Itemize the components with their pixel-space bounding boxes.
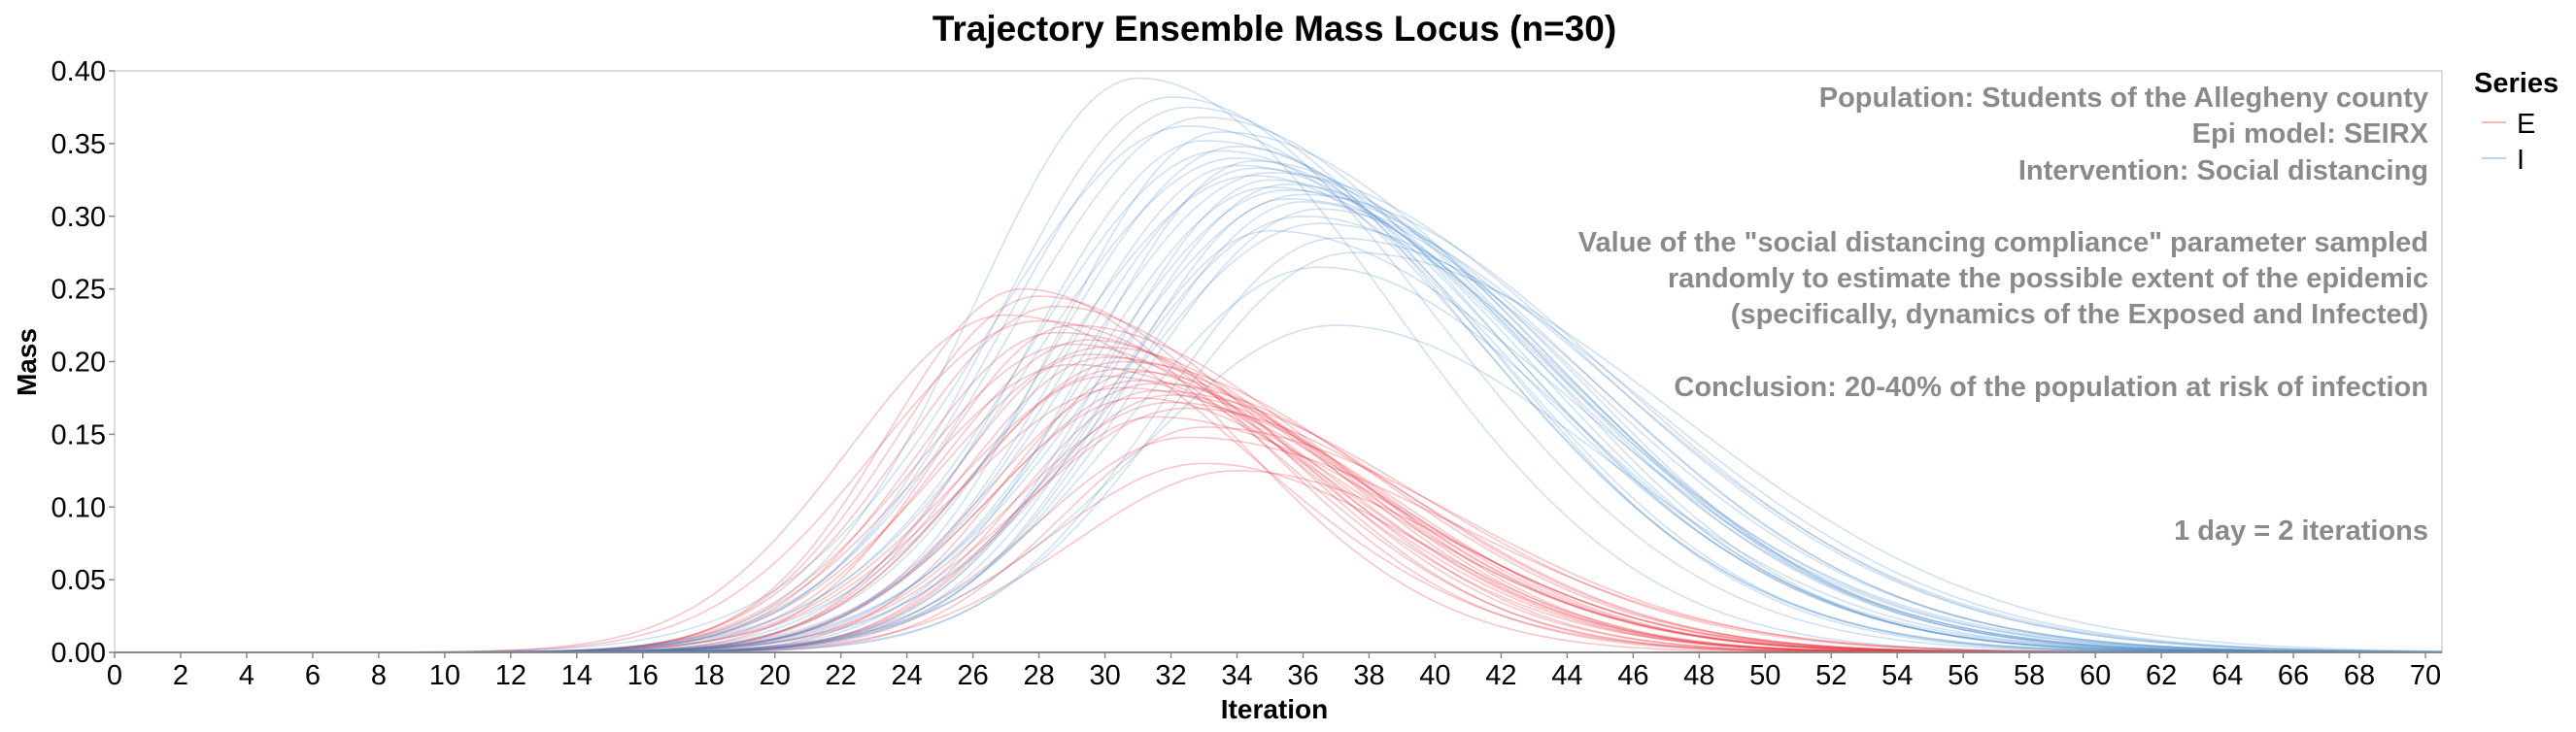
x-tick-label: 58 <box>2014 660 2045 691</box>
x-tick-label: 2 <box>173 660 188 691</box>
x-tick-label: 4 <box>239 660 254 691</box>
series-i-trajectory <box>115 125 2442 653</box>
x-tick-label: 22 <box>826 660 857 691</box>
x-tick-label: 64 <box>2212 660 2243 691</box>
x-tick-label: 18 <box>694 660 725 691</box>
x-tick-label: 20 <box>760 660 791 691</box>
y-tick-label: 0.15 <box>51 419 106 450</box>
x-tick-label: 40 <box>1419 660 1450 691</box>
annotation-parameter-line-2: randomly to estimate the possible extent… <box>1668 263 2428 294</box>
x-tick-label: 42 <box>1485 660 1516 691</box>
x-tick-label: 26 <box>957 660 988 691</box>
x-tick-label: 6 <box>305 660 321 691</box>
annotation-block: Population: Students of the Allegheny co… <box>1578 83 2429 547</box>
y-tick-label: 0.40 <box>51 56 106 87</box>
x-tick-label: 68 <box>2344 660 2375 691</box>
y-axis-label: Mass <box>12 328 42 396</box>
x-tick-label: 44 <box>1551 660 1582 691</box>
legend-label-i: I <box>2517 145 2525 176</box>
x-tick-label: 0 <box>107 660 122 691</box>
annotation-population: Population: Students of the Allegheny co… <box>1819 83 2428 114</box>
legend-entry-e: E <box>2482 109 2535 140</box>
y-tick-label: 0.05 <box>51 565 106 596</box>
x-tick-label: 28 <box>1023 660 1054 691</box>
x-tick-label: 32 <box>1155 660 1186 691</box>
annotation-conclusion: Conclusion: 20-40% of the population at … <box>1674 372 2428 403</box>
x-tick-label: 34 <box>1221 660 1252 691</box>
chart-title: Trajectory Ensemble Mass Locus (n=30) <box>932 9 1616 49</box>
plot-frame <box>114 70 2443 653</box>
x-tick-label: 48 <box>1683 660 1714 691</box>
x-tick-label: 62 <box>2146 660 2177 691</box>
x-tick-label: 60 <box>2080 660 2111 691</box>
plot-area <box>114 70 2443 653</box>
x-tick-label: 54 <box>1881 660 1913 691</box>
annotation-iterations: 1 day = 2 iterations <box>2174 516 2428 547</box>
x-tick-label: 56 <box>1948 660 1979 691</box>
x-tick-label: 50 <box>1749 660 1780 691</box>
x-tick-label: 70 <box>2410 660 2441 691</box>
y-tick-label: 0.20 <box>51 348 106 379</box>
legend: Series E I <box>2474 68 2559 176</box>
y-tick-label: 0.25 <box>51 275 106 306</box>
x-tick-label: 24 <box>892 660 923 691</box>
x-tick-label: 38 <box>1353 660 1384 691</box>
x-tick-label: 8 <box>371 660 387 691</box>
annotation-epi-model: Epi model: SEIRX <box>2192 118 2429 150</box>
x-tick-label: 12 <box>495 660 526 691</box>
x-tick-label: 36 <box>1287 660 1318 691</box>
y-tick-label: 0.30 <box>51 202 106 233</box>
y-tick-label: 0.00 <box>51 638 106 669</box>
annotation-parameter-line-3: (specifically, dynamics of the Exposed a… <box>1731 299 2428 330</box>
legend-label-e: E <box>2517 109 2535 140</box>
x-tick-label: 46 <box>1617 660 1648 691</box>
x-tick-label: 52 <box>1815 660 1847 691</box>
x-tick-label: 14 <box>561 660 593 691</box>
x-axis-ticks: 0 2 4 6 8 10 12 14 16 18 20 22 24 26 28 30 32 34 36 38 40 42 4… <box>107 652 2441 691</box>
x-tick-label: 16 <box>627 660 659 691</box>
legend-title: Series <box>2474 68 2559 99</box>
annotation-intervention: Intervention: Social distancing <box>2018 155 2428 186</box>
y-tick-label: 0.35 <box>51 129 106 160</box>
x-tick-label: 66 <box>2278 660 2309 691</box>
x-tick-label: 10 <box>429 660 460 691</box>
y-tick-label: 0.10 <box>51 492 106 523</box>
y-axis-ticks: 0.00 0.05 0.10 0.15 0.20 0.25 0.30 0.35 0.40 <box>51 56 115 669</box>
legend-entry-i: I <box>2482 145 2525 176</box>
x-axis-label: Iteration <box>1221 694 1328 724</box>
annotation-parameter-line-1: Value of the "social distancing complian… <box>1578 227 2428 258</box>
x-tick-label: 30 <box>1089 660 1120 691</box>
